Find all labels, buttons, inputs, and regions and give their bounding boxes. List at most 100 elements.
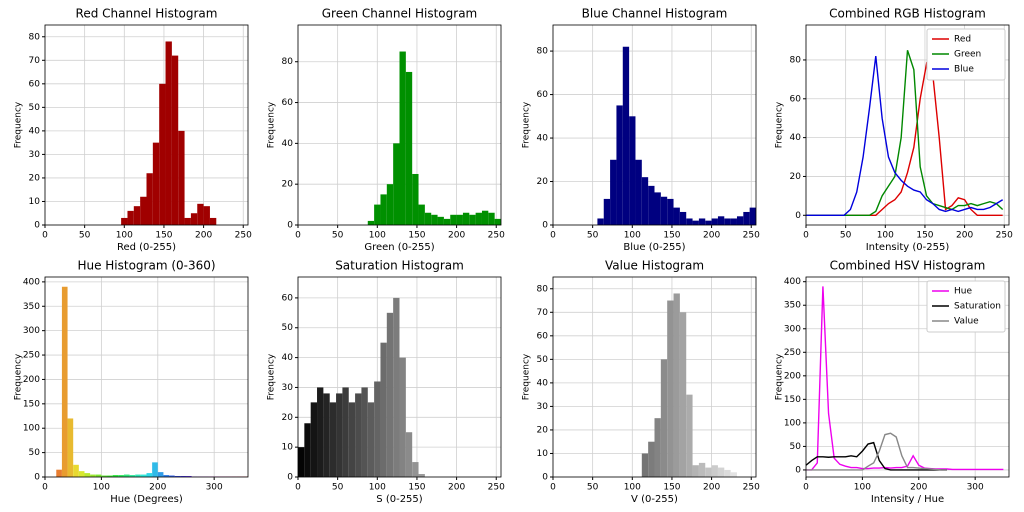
bar <box>178 130 185 225</box>
x-tick-label: 200 <box>149 483 166 493</box>
x-tick-label: 250 <box>743 231 760 241</box>
y-tick-label: 100 <box>23 424 40 434</box>
panel: 0 100 200 300 0 50 100 150 200 250 300 350 400 Hue Hi… <box>14 259 249 505</box>
x-tick-label: 50 <box>332 483 344 493</box>
bar <box>209 217 217 225</box>
x-tick-label: 50 <box>587 231 599 241</box>
y-tick-label: 10 <box>537 449 549 459</box>
y-tick-label: 200 <box>784 371 801 381</box>
bar <box>146 173 153 225</box>
bar <box>129 475 136 477</box>
y-axis-label: Frequency <box>775 101 785 148</box>
x-axis-label: Blue (0-255) <box>623 242 685 253</box>
bar <box>165 41 172 226</box>
panel: 0 50 100 150 200 250 0 20 40 60 80 Blue Channel His… <box>522 7 761 254</box>
y-axis-label: Frequency <box>14 353 24 400</box>
bar <box>90 474 96 477</box>
bar <box>323 393 330 477</box>
bar <box>462 212 470 225</box>
bar <box>317 387 324 477</box>
bar <box>355 393 362 477</box>
y-tick-label: 350 <box>784 301 801 311</box>
bar <box>743 211 750 225</box>
y-tick-label: 40 <box>29 126 41 136</box>
bar <box>393 143 400 225</box>
x-tick-label: 100 <box>624 483 641 493</box>
bar <box>374 381 381 477</box>
bar <box>203 206 210 225</box>
panel: 0 100 200 300 0 50 100 150 200 250 300 350 400 Combin… <box>775 259 1010 505</box>
bar <box>424 212 432 225</box>
bar <box>679 211 687 225</box>
x-tick-label: 0 <box>550 483 556 493</box>
y-tick-label: 30 <box>537 402 549 412</box>
chart-title: Value Histogram <box>605 259 704 273</box>
bar <box>374 204 381 225</box>
y-tick-label: 40 <box>282 353 294 363</box>
plot-frame <box>44 24 249 226</box>
y-tick-label: 50 <box>537 355 549 365</box>
bar <box>152 142 160 225</box>
x-tick-label: 150 <box>663 483 680 493</box>
y-tick-label: 250 <box>23 351 40 361</box>
y-tick-label: 350 <box>23 302 40 312</box>
bar <box>475 212 482 225</box>
x-tick-label: 100 <box>877 231 894 241</box>
legend-label: Red <box>954 35 971 45</box>
bar <box>118 475 124 477</box>
plot-frame <box>297 24 502 226</box>
x-tick-label: 50 <box>79 231 91 241</box>
bar <box>711 465 718 477</box>
bar <box>494 218 501 225</box>
y-tick-label: 0 <box>287 221 293 231</box>
legend-label: Value <box>954 317 979 327</box>
bar <box>660 196 668 225</box>
bar <box>654 418 661 477</box>
bar <box>654 192 661 225</box>
bar <box>184 217 191 225</box>
bar <box>660 359 668 477</box>
plot-frame <box>552 276 757 478</box>
bar <box>197 203 204 225</box>
y-tick-label: 30 <box>29 150 41 160</box>
y-tick-label: 80 <box>537 284 549 294</box>
y-axis-label: Frequency <box>522 353 532 400</box>
y-tick-label: 40 <box>282 139 294 149</box>
bar <box>399 357 406 477</box>
x-tick-label: 0 <box>295 483 301 493</box>
bar <box>667 198 674 225</box>
x-tick-label: 200 <box>448 231 465 241</box>
bar <box>648 441 655 477</box>
x-axis-label: Green (0-255) <box>364 242 434 253</box>
panel: 0 50 100 150 200 250 0 10 20 30 40 50 60 70 80 Red Chan… <box>14 7 253 254</box>
bar <box>724 469 731 477</box>
bar <box>380 194 387 225</box>
chart-title: Combined HSV Histogram <box>830 259 986 273</box>
series-line <box>806 286 1004 471</box>
bar <box>679 312 687 477</box>
bar <box>361 387 368 477</box>
bar <box>736 216 744 225</box>
x-tick-label: 100 <box>369 231 386 241</box>
y-tick-label: 80 <box>790 55 802 65</box>
bar <box>95 474 102 477</box>
x-tick-label: 50 <box>587 483 599 493</box>
x-tick-label: 100 <box>93 483 110 493</box>
bar <box>101 475 108 477</box>
x-axis-label: V (0-255) <box>631 494 678 505</box>
y-tick-label: 50 <box>29 448 41 458</box>
y-tick-label: 20 <box>537 425 549 435</box>
bar <box>399 51 406 226</box>
y-tick-label: 150 <box>23 399 40 409</box>
bar <box>724 218 731 225</box>
bar <box>412 173 419 225</box>
bar <box>140 474 147 477</box>
bar <box>348 402 356 477</box>
bar <box>135 474 141 477</box>
bar <box>329 402 337 477</box>
y-tick-label: 50 <box>29 103 41 113</box>
bar <box>304 423 311 477</box>
y-tick-label: 60 <box>790 94 802 104</box>
x-tick-label: 0 <box>803 483 809 493</box>
bar <box>610 159 617 225</box>
